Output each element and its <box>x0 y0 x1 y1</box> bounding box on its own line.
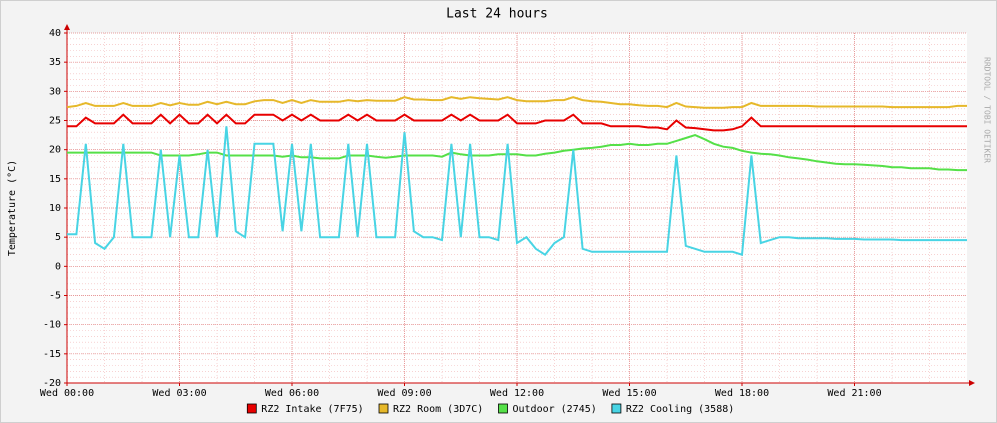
legend-swatch <box>498 403 508 414</box>
chart-title: Last 24 hours <box>446 7 548 22</box>
y-tick-label: 30 <box>49 86 61 97</box>
data-line <box>66 96 967 109</box>
x-tick-label: Wed 00:00 <box>40 388 94 399</box>
y-tick-label: 0 <box>55 261 61 272</box>
y-tick-label: -20 <box>43 378 61 389</box>
x-tick-label: Wed 21:00 <box>827 388 881 399</box>
y-tick-label: -10 <box>43 320 61 331</box>
axis-arrow <box>969 380 975 386</box>
x-tick-label: Wed 18:00 <box>715 388 769 399</box>
legend-label: RZ2 Cooling (3588) <box>626 404 734 415</box>
y-tick-label: 15 <box>49 174 61 185</box>
data-line <box>67 126 967 257</box>
x-tick-label: Wed 03:00 <box>152 388 206 399</box>
y-tick-label: 35 <box>49 57 61 68</box>
legend-label: Outdoor (2745) <box>513 404 597 415</box>
y-tick-label: 25 <box>49 116 61 127</box>
x-tick-label: Wed 09:00 <box>377 388 431 399</box>
legend-swatch <box>378 403 389 414</box>
y-tick-label: -15 <box>43 349 61 360</box>
data-line <box>67 113 967 132</box>
y-axis-label: Temperature (°C) <box>7 160 18 256</box>
legend-swatch <box>246 403 257 414</box>
legend-label: RZ2 Room (3D7C) <box>393 404 483 415</box>
x-tick-label: Wed 06:00 <box>265 388 319 399</box>
x-tick-label: Wed 15:00 <box>602 388 656 399</box>
y-tick-label: 10 <box>49 203 61 214</box>
watermark: RRDTOOL / TOBI OETIKER <box>983 57 992 163</box>
y-tick-label: 20 <box>49 145 61 156</box>
axis-arrow <box>64 24 70 30</box>
y-tick-label: 5 <box>55 232 61 243</box>
legend-swatch <box>611 403 622 414</box>
y-tick-label: -5 <box>49 291 61 302</box>
y-tick-label: 40 <box>49 28 61 39</box>
x-tick-label: Wed 12:00 <box>490 388 544 399</box>
legend-label: RZ2 Intake (7F75) <box>261 404 363 415</box>
data-line <box>67 134 967 172</box>
